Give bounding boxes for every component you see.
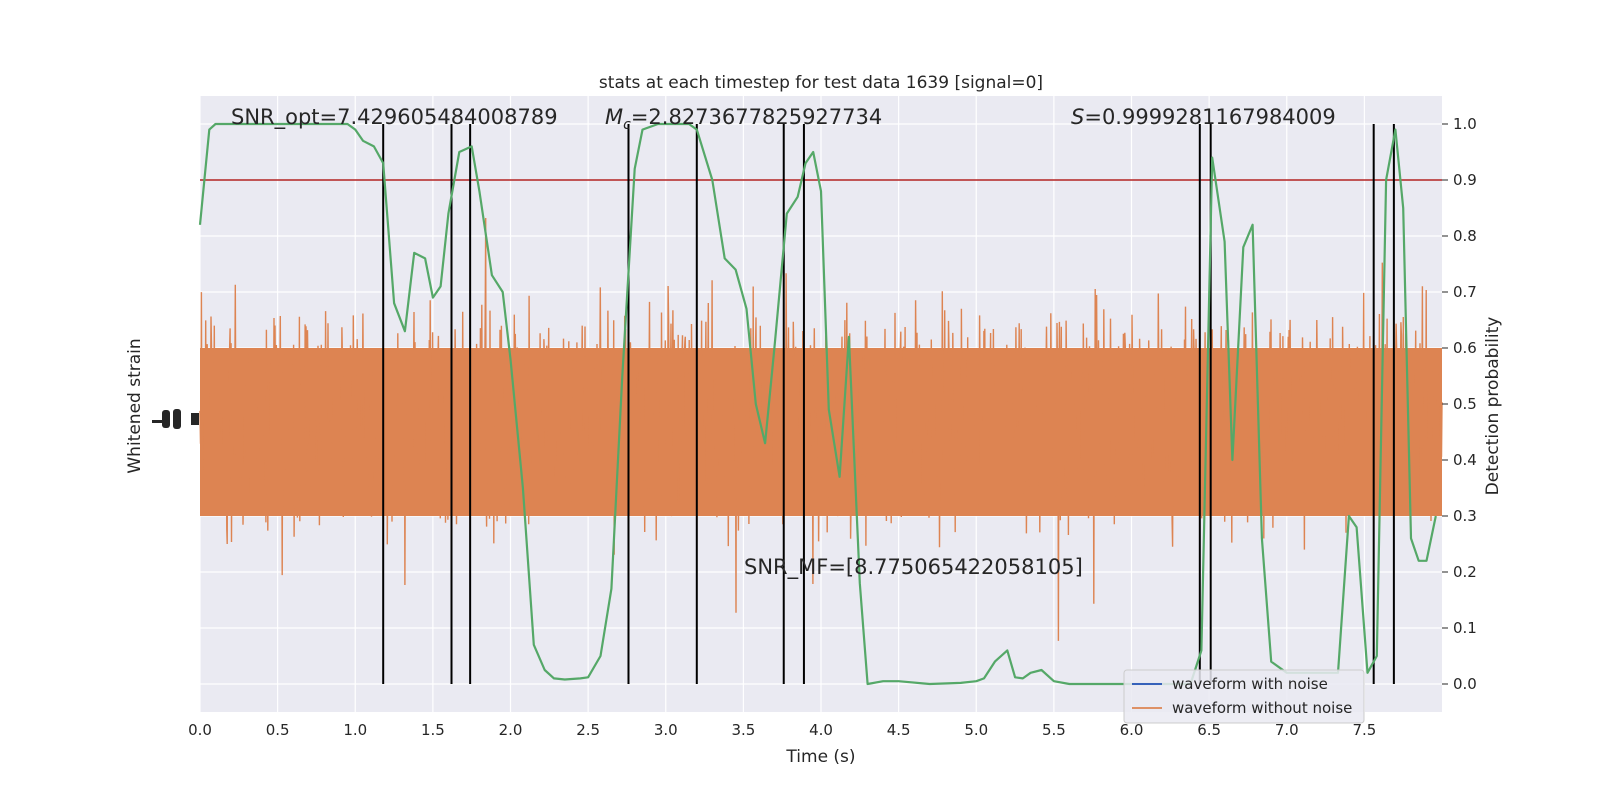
x-tick-label: 4.5	[887, 721, 911, 739]
x-tick-label: 7.0	[1275, 721, 1299, 739]
y-tick-label: 0.1	[1453, 619, 1477, 637]
y-tick-label: 0.0	[1453, 675, 1477, 693]
x-tick-label: 1.0	[343, 721, 367, 739]
y-tick-label: 1.0	[1453, 115, 1477, 133]
x-tick-label: 6.5	[1197, 721, 1221, 739]
mc-annotation-value: =2.8273677825927734	[631, 105, 882, 129]
y-tick-label: 0.7	[1453, 283, 1477, 301]
x-tick-label: 7.5	[1352, 721, 1376, 739]
y-tick-label: 0.8	[1453, 227, 1477, 245]
x-tick-label: 4.0	[809, 721, 833, 739]
x-tick-label: 2.5	[576, 721, 600, 739]
x-tick-label: 0.5	[266, 721, 290, 739]
y-tick-label: 0.6	[1453, 339, 1477, 357]
vertical-lines	[382, 124, 1395, 684]
y-tick-label: 0.3	[1453, 507, 1477, 525]
left-axis-artifact	[152, 409, 199, 429]
x-tick-label: 1.5	[421, 721, 445, 739]
x-tick-label: 6.0	[1120, 721, 1144, 739]
x-tick-label: 2.0	[499, 721, 523, 739]
y-axis-left-label: Whitened strain	[125, 338, 145, 473]
legend-label-without-noise: waveform without noise	[1172, 699, 1352, 717]
snr-mf-annotation: SNR_MF=[8.775065422058105]	[744, 555, 1083, 580]
chart-title: stats at each timestep for test data 163…	[599, 73, 1043, 93]
legend-label-with-noise: waveform with noise	[1172, 675, 1328, 693]
legend: waveform with noise waveform without noi…	[1123, 669, 1365, 724]
y-tick-label: 0.9	[1453, 171, 1477, 189]
x-tick-label: 0.0	[188, 721, 212, 739]
probability-line	[198, 122, 1437, 686]
probability-group	[198, 122, 1437, 686]
x-tick-label: 5.0	[964, 721, 988, 739]
mc-annotation: Mc=2.8273677825927734	[605, 105, 882, 133]
y-tick-label: 0.5	[1453, 395, 1477, 413]
x-tick-label: 3.0	[654, 721, 678, 739]
x-tick-label: 3.5	[731, 721, 755, 739]
y-axis-right-ticks: 0.0 0.1 0.2 0.3 0.4 0.5 0.6 0.7 0.8 0.9 1.0	[1442, 115, 1477, 693]
x-axis-ticks: 0.0 0.5 1.0 1.5 2.0 2.5 3.0 3.5 4.0 4.5 5.0 5.5 6.0 6…	[188, 721, 1376, 739]
s-annotation: S=0.9999281167984009	[1071, 105, 1336, 129]
x-tick-label: 5.5	[1042, 721, 1066, 739]
y-axis-right-label: Detection probability	[1483, 317, 1503, 496]
strain-series	[199, 217, 1443, 641]
legend-box	[1123, 669, 1365, 724]
snr-opt-annotation: SNR_opt=7.429605484008789	[231, 105, 558, 130]
y-tick-label: 0.4	[1453, 451, 1477, 469]
x-axis-label: Time (s)	[785, 747, 855, 767]
s-annotation-value: =0.9999281167984009	[1084, 105, 1335, 129]
y-tick-label: 0.2	[1453, 563, 1477, 581]
